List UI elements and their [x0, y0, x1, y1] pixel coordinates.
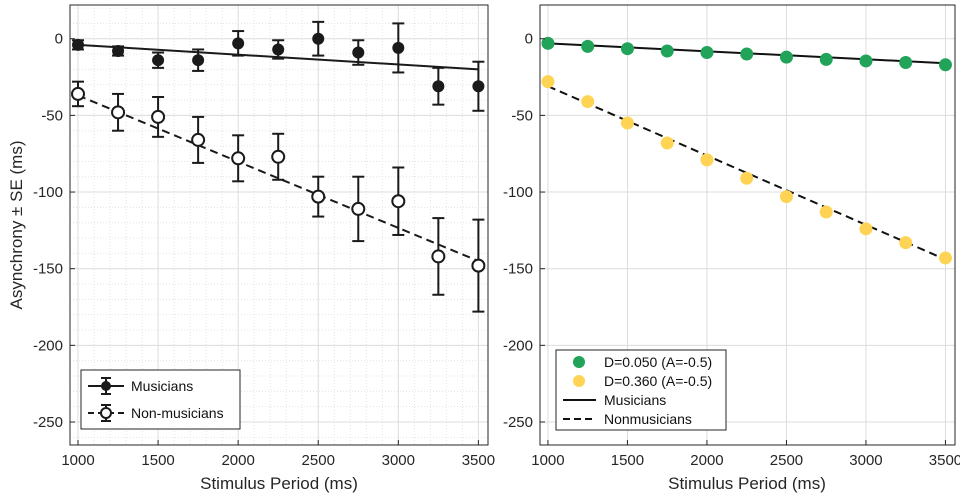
d360-point — [819, 205, 833, 219]
non-musicians-point — [151, 109, 166, 124]
d050-point — [660, 44, 674, 58]
d050-point — [740, 47, 754, 61]
legend-d360-marker — [573, 375, 585, 387]
d050-point — [620, 42, 634, 56]
nonmusicians-model-line — [547, 85, 946, 261]
d360-point — [899, 236, 913, 250]
x-tick-label: 2500 — [302, 452, 335, 469]
d360-point — [581, 95, 595, 109]
musicians-point — [152, 54, 165, 67]
y-tick-label: -250 — [33, 414, 63, 431]
x-tick-label: 3500 — [929, 452, 960, 469]
left-axes-box — [69, 4, 489, 446]
right-axes-box — [539, 4, 956, 446]
non-musicians-point — [311, 189, 326, 204]
left-legend: Musicians Non-musicians — [80, 369, 241, 430]
d360-point — [740, 171, 754, 185]
non-musicians-fit-line — [77, 94, 479, 262]
y-tick-label: -100 — [503, 184, 533, 201]
non-musicians-point — [191, 132, 206, 147]
legend-musicians-label: Musicians — [604, 392, 666, 408]
left-tick-labels: 1000 1500 2000 2500 3000 3500 0 -50 -100 -150 -200… — [33, 31, 495, 469]
d360-point — [660, 136, 674, 150]
y-tick-label: -150 — [33, 261, 63, 278]
y-tick-label: -250 — [503, 414, 533, 431]
musicians-point — [192, 54, 205, 67]
legend-d050-marker — [573, 356, 585, 368]
d050-point — [779, 50, 793, 64]
d050-point — [541, 36, 555, 50]
y-tick-label: -50 — [41, 107, 63, 124]
musicians-point — [472, 80, 485, 93]
musicians-point — [112, 44, 125, 57]
d360-point — [620, 116, 634, 130]
legend-d050-label: D=0.050 (A=-0.5) — [604, 354, 712, 370]
d360-point — [541, 75, 555, 89]
d050-point — [700, 46, 714, 60]
x-tick-label: 2000 — [690, 452, 723, 469]
non-musicians-point — [391, 194, 406, 209]
non-musicians-point — [471, 258, 486, 273]
legend-non-musicians-swatch — [88, 404, 124, 422]
x-tick-label: 2500 — [770, 452, 803, 469]
x-tick-label: 3000 — [849, 452, 882, 469]
x-tick-label: 1000 — [531, 452, 564, 469]
x-tick-label: 1500 — [611, 452, 644, 469]
right-tick-labels: 1000 1500 2000 2500 3000 3500 0 -50 -100 -150 -200… — [503, 31, 960, 469]
left-x-axis-label: Stimulus Period (ms) — [200, 474, 358, 493]
legend-musicians-swatch — [88, 377, 124, 395]
left-y-axis-label: Asynchrony ± SE (ms) — [7, 141, 26, 310]
d360-point — [779, 190, 793, 204]
d050-point — [938, 58, 952, 72]
musicians-point — [352, 46, 365, 59]
legend-non-musicians-label: Non-musicians — [131, 405, 224, 421]
legend-musicians-label: Musicians — [131, 378, 193, 394]
right-series — [541, 36, 952, 265]
d050-point — [899, 55, 913, 69]
y-tick-label: -100 — [33, 184, 63, 201]
y-tick-label: -200 — [33, 337, 63, 354]
musicians-point — [72, 38, 85, 51]
right-legend: D=0.050 (A=-0.5) D=0.360 (A=-0.5) Musici… — [555, 349, 727, 431]
x-tick-label: 3000 — [382, 452, 415, 469]
musicians-point — [232, 37, 245, 50]
y-tick-label: -50 — [511, 107, 533, 124]
d360-point — [859, 222, 873, 236]
left-panel: 1000 1500 2000 2500 3000 3500 0 -50 -100 -150 -200… — [7, 4, 495, 493]
non-musicians-point — [431, 249, 446, 264]
d050-point — [581, 39, 595, 53]
non-musicians-point — [271, 149, 286, 164]
legend-nonmusicians-label: Nonmusicians — [604, 411, 692, 427]
y-tick-label: -150 — [503, 261, 533, 278]
d050-point — [859, 54, 873, 68]
d050-point — [819, 52, 833, 66]
d360-point — [700, 153, 714, 167]
right-panel: 1000 1500 2000 2500 3000 3500 0 -50 -100 -150 -200… — [503, 4, 960, 493]
non-musicians-point — [71, 86, 86, 101]
x-tick-label: 2000 — [221, 452, 254, 469]
y-tick-label: -200 — [503, 337, 533, 354]
musicians-point — [312, 32, 325, 45]
y-tick-label: 0 — [55, 31, 63, 48]
right-x-axis-label: Stimulus Period (ms) — [668, 474, 826, 493]
musicians-point — [432, 80, 445, 93]
left-series — [71, 20, 486, 313]
d360-point — [938, 251, 952, 265]
non-musicians-point — [111, 105, 126, 120]
x-tick-label: 1000 — [61, 452, 94, 469]
non-musicians-point — [351, 201, 366, 216]
non-musicians-point — [231, 151, 246, 166]
legend-d360-label: D=0.360 (A=-0.5) — [604, 373, 712, 389]
musicians-point — [392, 41, 405, 54]
y-tick-label: 0 — [525, 31, 533, 48]
x-tick-label: 3500 — [462, 452, 495, 469]
x-tick-label: 1500 — [141, 452, 174, 469]
musicians-point — [272, 43, 285, 56]
